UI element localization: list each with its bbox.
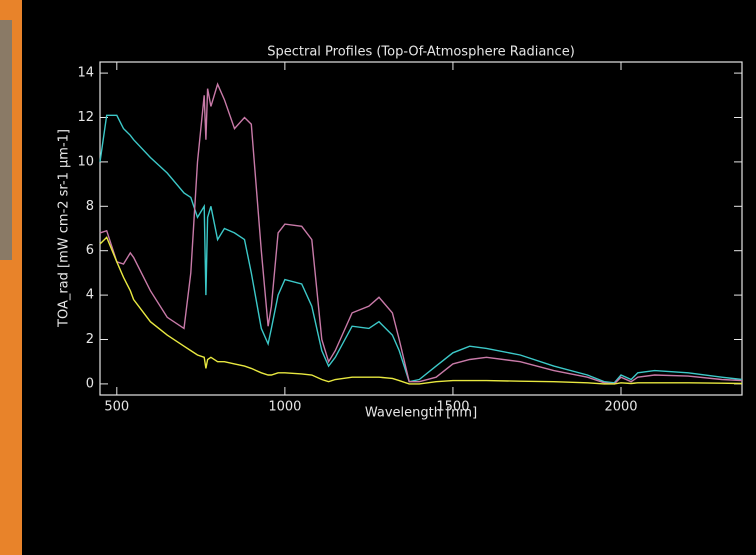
y-tick-label: 10 — [77, 154, 94, 169]
chart-title: Spectral Profiles (Top-Of-Atmosphere Rad… — [267, 45, 575, 60]
spectrum-line — [99, 114, 743, 384]
side-photo — [0, 20, 12, 260]
x-tick-label: 1000 — [268, 400, 301, 415]
x-tick-label: 1500 — [436, 400, 469, 415]
y-tick-label: 14 — [77, 66, 94, 81]
y-tick-label: 8 — [86, 199, 94, 214]
y-tick-label: 0 — [86, 376, 94, 391]
plot-frame — [99, 61, 743, 396]
y-tick-label: 6 — [86, 243, 94, 258]
y-tick-label: 4 — [86, 288, 94, 303]
spectrum-line — [99, 236, 743, 385]
y-tick-label: 12 — [77, 110, 94, 125]
y-tick-label: 2 — [86, 332, 94, 347]
x-tick-label: 2000 — [604, 400, 637, 415]
y-axis-label: TOA_rad [mW cm-2 sr-1 μm-1] — [57, 129, 72, 328]
x-tick-label: 500 — [104, 400, 129, 415]
spectrum-line — [99, 82, 743, 385]
plot-window — [22, 0, 756, 555]
x-axis-label: Wavelength [nm] — [365, 406, 477, 421]
